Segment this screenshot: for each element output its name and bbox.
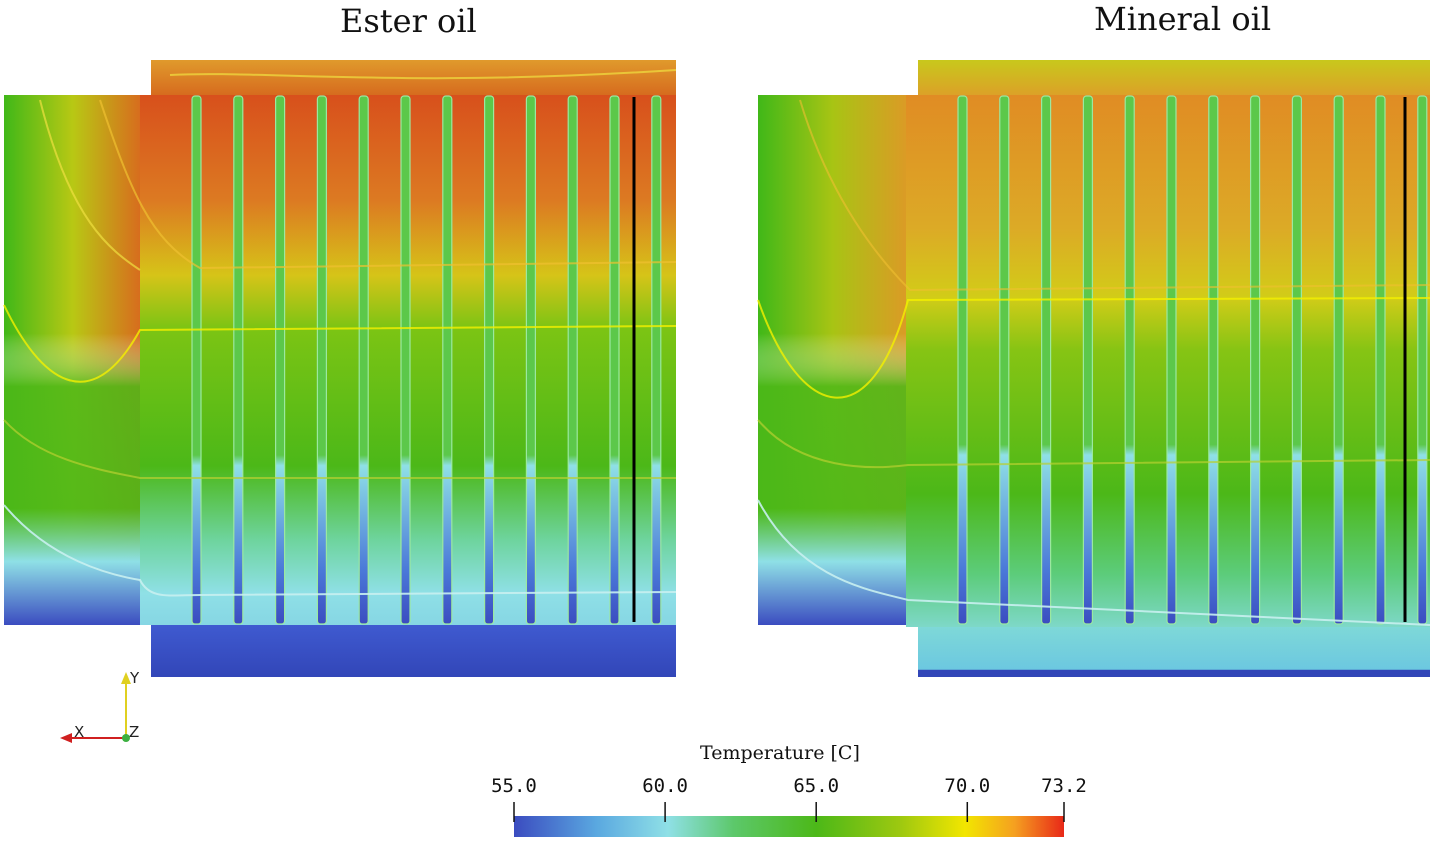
panel-title-mineral: Mineral oil (1094, 0, 1272, 38)
colorbar-ticks: 55.0 60.0 65.0 70.0 73.2 (491, 775, 1087, 822)
cooling-fin (316, 95, 327, 625)
cooling-fin (1040, 95, 1052, 625)
ester-cooling-fins (191, 95, 662, 625)
cooling-fin (525, 95, 537, 625)
cooling-fin (567, 95, 578, 625)
colorbar-tick-label: 73.2 (1041, 775, 1087, 797)
mineral-isotherms (757, 99, 1431, 626)
cooling-fin (233, 95, 244, 625)
x-axis-label: X (74, 723, 84, 741)
ester-bottom-oil (151, 625, 676, 677)
cooling-fin (999, 95, 1010, 625)
z-axis-dot (122, 734, 130, 742)
colorbar: 55.0 60.0 65.0 70.0 73.2 (491, 775, 1087, 837)
colorbar-tick-label: 55.0 (491, 775, 537, 797)
cooling-fin (484, 95, 495, 625)
cooling-fin (1291, 95, 1303, 625)
ester-isotherms (3, 69, 677, 597)
colorbar-gradient (514, 816, 1064, 837)
mineral-bottom-oil (918, 627, 1430, 677)
cooling-fin (957, 95, 968, 625)
cooling-fin (1082, 95, 1094, 625)
cooling-fin (1375, 95, 1386, 625)
cooling-fin (609, 95, 620, 625)
colorbar-title: Temperature [C] (700, 742, 860, 764)
cooling-fin (358, 95, 369, 625)
cooling-fin (191, 95, 202, 625)
z-axis-label: Z (129, 723, 139, 741)
colorbar-tick-label: 65.0 (793, 775, 839, 797)
cooling-fin (1249, 95, 1261, 625)
cooling-fin (651, 95, 662, 625)
mineral-cooling-fins (957, 95, 1428, 625)
colorbar-tick-label: 70.0 (944, 775, 990, 797)
cooling-fin (275, 95, 286, 625)
panel-title-ester: Ester oil (340, 2, 477, 40)
cooling-fin (1333, 95, 1344, 625)
cooling-fin (442, 95, 453, 625)
cooling-fin (1417, 95, 1428, 625)
mineral-oil-panel (757, 60, 1431, 677)
mineral-top-oil (918, 60, 1430, 96)
orientation-axes: Y X Z (60, 669, 140, 743)
colorbar-tick-label: 60.0 (642, 775, 688, 797)
ester-oil-panel (3, 60, 677, 677)
y-axis-label: Y (129, 669, 140, 687)
cooling-fin (1166, 95, 1177, 625)
cooling-fin (400, 95, 411, 625)
cooling-fin (1208, 95, 1219, 625)
cooling-fin (1124, 95, 1135, 625)
